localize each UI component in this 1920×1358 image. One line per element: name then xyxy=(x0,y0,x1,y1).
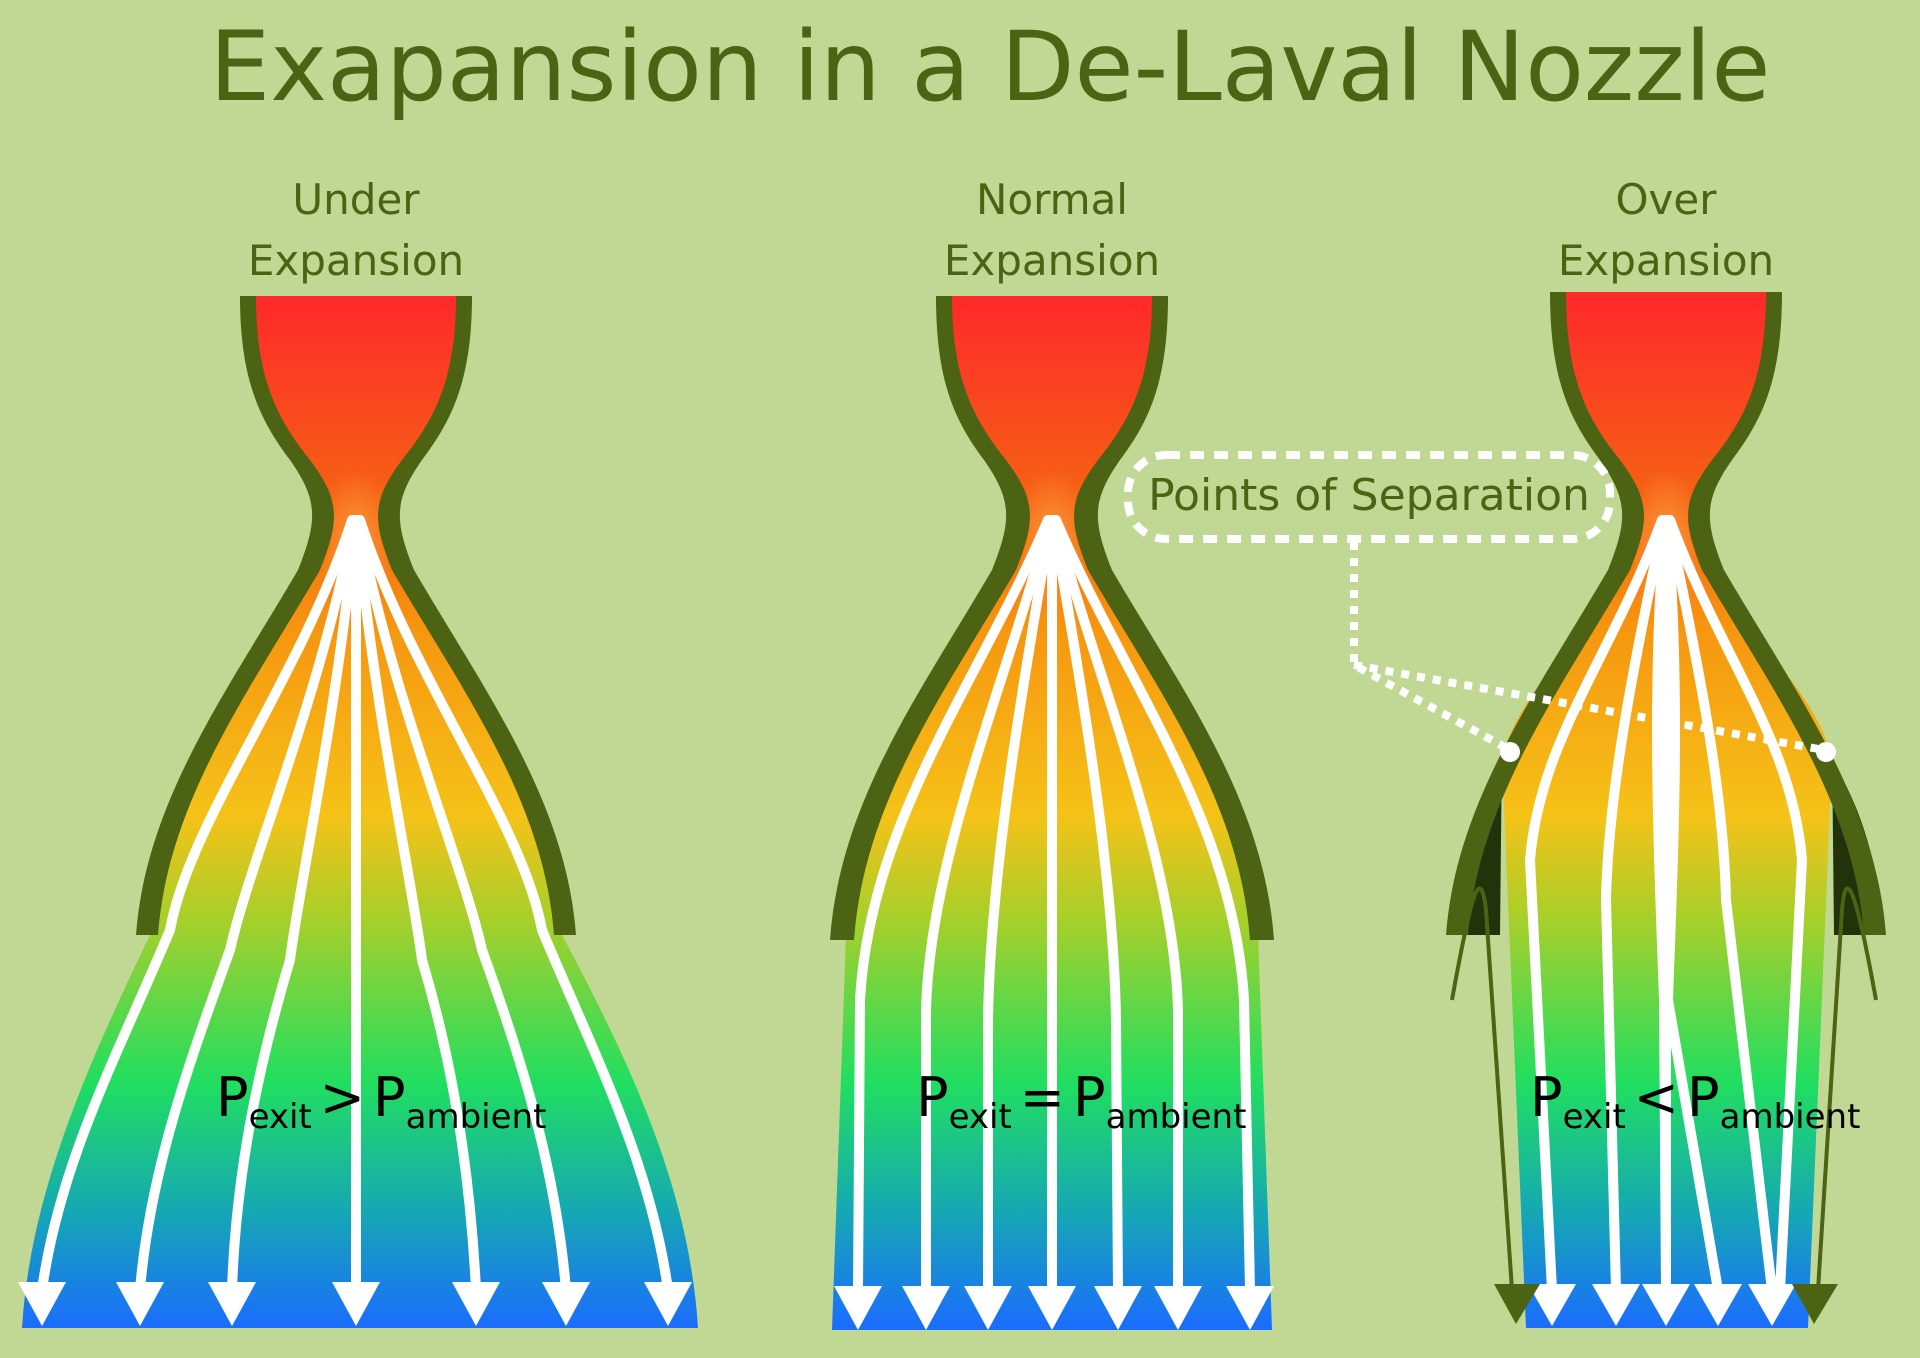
streamline xyxy=(352,515,481,1295)
streamline-arrowheads xyxy=(18,1282,692,1326)
panel-label-line2: Expansion xyxy=(1558,236,1774,285)
arrowhead xyxy=(1748,1284,1796,1326)
arrowhead xyxy=(208,1282,256,1326)
nozzle-wall-right xyxy=(1074,296,1274,940)
p-ambient-subscript: ambient xyxy=(1720,1097,1861,1137)
streamline xyxy=(921,515,1055,1295)
arrowhead xyxy=(1494,1284,1540,1324)
pressure-relation: Pexit > Pambient xyxy=(216,1066,546,1137)
p-ambient-subscript: ambient xyxy=(406,1097,547,1137)
p-ambient: P xyxy=(1687,1066,1720,1129)
arrowhead xyxy=(18,1282,66,1326)
nozzle-wall-right xyxy=(1688,292,1886,935)
streamline-arrowheads xyxy=(834,1286,1274,1330)
p-ambient-subscript: ambient xyxy=(1106,1097,1247,1137)
panel-over-expansion: Over Expansion xyxy=(1446,175,1886,1328)
nozzle-wall-right xyxy=(378,296,576,935)
arrowhead xyxy=(1226,1286,1274,1330)
streamline xyxy=(1665,515,1808,1295)
arrowhead xyxy=(1792,1284,1838,1324)
arrowhead xyxy=(332,1282,380,1326)
streamline xyxy=(1048,515,1123,1295)
p-exit: P xyxy=(216,1066,249,1129)
nozzle-wall-left xyxy=(136,296,334,935)
relation-operator: = xyxy=(1020,1066,1065,1129)
recirculation-arrow-right xyxy=(1816,886,1878,1291)
streamline-arrowheads xyxy=(1528,1284,1796,1326)
streamlines xyxy=(37,515,673,1295)
nozzle-wall-left xyxy=(1446,292,1644,935)
pressure-relation: Pexit = Pambient xyxy=(916,1066,1246,1137)
arrowhead xyxy=(452,1282,500,1326)
arrowhead xyxy=(964,1286,1012,1330)
streamlines xyxy=(853,515,1255,1295)
recirculation-arrow-left xyxy=(1450,886,1514,1291)
arrowhead xyxy=(1528,1284,1576,1326)
panel-normal-expansion: Normal Expansion Pexit = Pambient xyxy=(830,175,1274,1330)
p-exit: P xyxy=(1530,1066,1563,1129)
separation-point-right xyxy=(1816,742,1836,762)
diagram-title: Exapansion in a De-Laval Nozzle xyxy=(210,11,1771,123)
nozzle-wall-left xyxy=(830,296,1030,940)
arrowhead xyxy=(1592,1284,1640,1326)
panel-under-expansion: Under Expansion Pexit > P xyxy=(18,175,698,1328)
arrowhead xyxy=(542,1282,590,1326)
arrowhead xyxy=(834,1286,882,1330)
callout-leader xyxy=(1350,542,1825,754)
streamline xyxy=(355,515,673,1295)
panel-label-line2: Expansion xyxy=(944,236,1160,285)
callout-label: Points of Separation xyxy=(1148,470,1590,521)
recirculation-arrowheads xyxy=(1494,1284,1838,1324)
streamline xyxy=(1051,515,1255,1295)
arrowhead xyxy=(1154,1286,1202,1330)
p-ambient: P xyxy=(1073,1066,1106,1129)
arrowhead xyxy=(644,1282,692,1326)
pressure-relation: Pexit < Pambient xyxy=(1530,1066,1860,1137)
panel-label-line1: Over xyxy=(1615,175,1717,224)
streamline xyxy=(37,515,357,1295)
arrowhead xyxy=(1028,1286,1076,1330)
panel-label-line1: Under xyxy=(292,175,420,224)
panel-label-line2: Expansion xyxy=(248,236,464,285)
streamline xyxy=(227,515,360,1295)
streamline xyxy=(1663,515,1777,1295)
streamline xyxy=(1662,515,1723,1295)
streamline xyxy=(353,515,571,1295)
callout-box xyxy=(1124,451,1614,543)
streamline xyxy=(1049,515,1183,1295)
arrowhead xyxy=(1094,1286,1142,1330)
p-exit-subscript: exit xyxy=(949,1097,1012,1137)
streamline xyxy=(1600,515,1669,1295)
relation-operator: > xyxy=(320,1066,365,1129)
arrowhead xyxy=(1642,1284,1690,1326)
panel-label-line1: Normal xyxy=(976,175,1128,224)
separation-point-left xyxy=(1500,742,1520,762)
p-ambient: P xyxy=(373,1066,406,1129)
recirculation-arrows xyxy=(1450,886,1878,1291)
streamline xyxy=(135,515,359,1295)
arrowhead xyxy=(116,1282,164,1326)
p-exit-subscript: exit xyxy=(249,1097,312,1137)
streamline xyxy=(983,515,1056,1295)
separation-callout: Points of Separation xyxy=(1124,451,1836,762)
p-exit: P xyxy=(916,1066,949,1129)
arrowhead xyxy=(902,1286,950,1330)
relation-operator: < xyxy=(1634,1066,1679,1129)
streamline xyxy=(853,515,1053,1295)
arrowhead xyxy=(1694,1284,1742,1326)
p-exit-subscript: exit xyxy=(1563,1097,1626,1137)
